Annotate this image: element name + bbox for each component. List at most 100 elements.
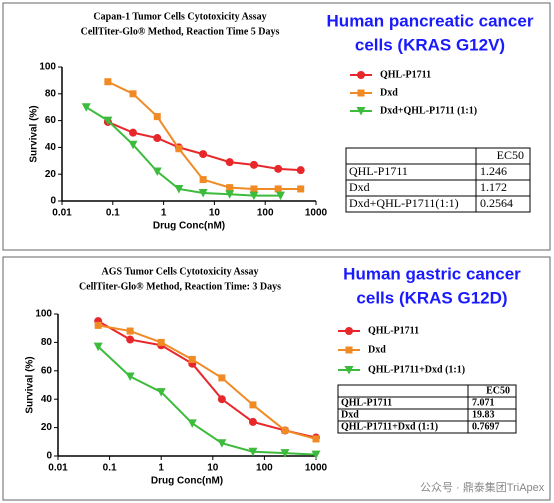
y-tick-label: 80 xyxy=(41,337,53,348)
x-tick-label: 100 xyxy=(256,463,273,474)
x-tick-label: 0.1 xyxy=(103,463,117,474)
marker xyxy=(296,166,305,175)
table-cell: 0.2564 xyxy=(480,196,513,210)
legend-label: QHL-P1711 xyxy=(380,69,431,80)
y-tick-label: 20 xyxy=(41,422,53,433)
table-cell: Dxd+QHL-P1711(1:1) xyxy=(349,196,459,210)
marker xyxy=(125,372,135,381)
heading: cells (KRAS G12D) xyxy=(356,288,507,307)
marker xyxy=(198,188,208,198)
y-tick-label: 20 xyxy=(45,169,57,180)
y-tick-label: 40 xyxy=(45,142,57,153)
legend-marker xyxy=(345,327,353,335)
y-axis-label: Survival (%) xyxy=(29,105,40,162)
marker xyxy=(175,145,183,153)
legend-marker xyxy=(357,89,365,97)
y-tick-label: 0 xyxy=(46,451,52,462)
marker xyxy=(312,435,320,443)
marker xyxy=(94,321,102,329)
marker xyxy=(156,388,166,397)
marker xyxy=(280,449,290,458)
series-line xyxy=(107,80,301,190)
series-line xyxy=(85,106,281,197)
marker xyxy=(250,185,258,193)
table-cell: 7.071 xyxy=(472,397,495,408)
chart-title: Capan-1 Tumor Cells Cytotoxicity Assay xyxy=(93,11,266,22)
legend-label: Dxd xyxy=(380,87,398,98)
marker xyxy=(104,78,112,86)
legend-label: Dxd xyxy=(368,344,386,355)
marker xyxy=(129,128,138,137)
legend-marker xyxy=(344,366,354,375)
y-tick-label: 80 xyxy=(45,88,57,99)
panel-border xyxy=(2,256,551,501)
chart-title: AGS Tumor Cells Cytotoxicity Assay xyxy=(101,266,258,277)
heading: Human gastric cancer xyxy=(343,264,521,283)
marker xyxy=(248,417,257,426)
marker xyxy=(274,164,283,173)
table-cell: 19.83 xyxy=(472,409,495,420)
table-cell: 1.246 xyxy=(480,164,507,178)
y-tick-label: 100 xyxy=(39,62,56,73)
marker xyxy=(93,342,103,352)
series-line xyxy=(97,320,317,439)
marker xyxy=(153,134,162,143)
x-tick-label: 1 xyxy=(158,463,164,474)
heading: cells (KRAS G12V) xyxy=(355,35,505,54)
y-tick-label: 60 xyxy=(45,115,57,126)
x-tick-label: 100 xyxy=(257,208,274,219)
x-tick-label: 1000 xyxy=(305,208,328,219)
series-line xyxy=(97,324,317,440)
x-tick-label: 0.01 xyxy=(52,208,72,219)
legend-label: QHL-P1711 xyxy=(368,325,419,336)
table-cell: Dxd xyxy=(349,180,370,194)
y-axis-label: Survival (%) xyxy=(25,356,36,413)
legend-label: QHL-P1711+Dxd (1:1) xyxy=(368,364,465,375)
series-line xyxy=(97,345,317,456)
marker xyxy=(153,113,161,121)
y-tick-label: 60 xyxy=(41,365,53,376)
legend-marker xyxy=(345,346,353,354)
marker xyxy=(249,191,259,201)
marker xyxy=(218,374,226,382)
x-tick-label: 10 xyxy=(209,208,221,219)
marker xyxy=(81,103,91,112)
x-tick-label: 0.1 xyxy=(106,208,120,219)
panel-border xyxy=(2,2,551,251)
marker xyxy=(311,450,321,460)
table-cell: Dxd xyxy=(341,409,359,420)
marker xyxy=(225,190,235,199)
table-cell: 1.172 xyxy=(480,180,507,194)
y-tick-label: 40 xyxy=(41,394,53,405)
x-tick-label: 1 xyxy=(161,208,167,219)
table-header: EC50 xyxy=(486,385,510,396)
table-cell: QHL-P1711+Dxd (1:1) xyxy=(341,421,438,432)
legend-marker xyxy=(357,71,365,79)
x-axis-label: Drug Conc(nM) xyxy=(151,476,223,487)
marker xyxy=(249,401,257,409)
marker xyxy=(188,355,196,363)
table-header: EC50 xyxy=(497,148,524,162)
marker xyxy=(225,158,234,167)
marker xyxy=(187,419,197,428)
y-tick-label: 0 xyxy=(50,196,56,207)
marker xyxy=(249,160,258,169)
series-line xyxy=(107,121,301,172)
table-cell: QHL-P1711 xyxy=(349,164,408,178)
chart-subtitle: CellTiter-Glo® Method, Reaction Time 5 D… xyxy=(81,26,280,37)
x-tick-label: 0.01 xyxy=(48,463,68,474)
marker xyxy=(128,140,138,150)
y-tick-label: 100 xyxy=(35,309,52,320)
marker xyxy=(217,395,226,404)
marker xyxy=(174,184,184,194)
marker xyxy=(126,335,135,344)
legend-marker xyxy=(356,107,366,116)
x-axis-label: Drug Conc(nM) xyxy=(153,221,225,232)
heading: Human pancreatic cancer xyxy=(327,11,534,30)
marker xyxy=(129,90,137,98)
marker xyxy=(199,150,208,159)
marker xyxy=(126,327,134,335)
marker xyxy=(157,338,165,346)
marker xyxy=(226,184,234,192)
marker xyxy=(152,167,162,177)
